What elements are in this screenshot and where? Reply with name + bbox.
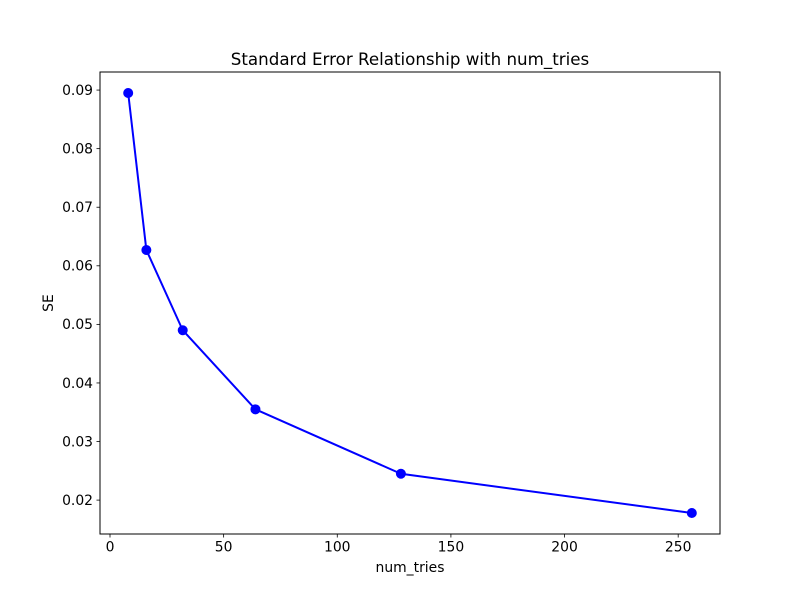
y-tick-label: 0.03 [62,434,93,450]
chart-title: Standard Error Relationship with num_tri… [231,49,589,70]
x-tick-label: 250 [665,540,692,556]
y-tick-label: 0.08 [62,141,93,157]
y-tick-label: 0.05 [62,317,93,333]
x-axis-label: num_tries [376,560,445,576]
x-tick-label: 150 [438,540,465,556]
data-point [177,325,188,336]
y-tick-label: 0.06 [62,259,93,275]
x-tick-label: 100 [324,540,351,556]
data-point [141,244,152,255]
x-tick-label: 0 [106,540,115,556]
x-tick-label: 200 [551,540,578,556]
plot-frame [99,71,721,535]
data-point [395,468,406,479]
data-point [250,404,261,415]
plot-layer: 0 50 100 150 200 250 0.02 0.03 0.04 0.05 0.06 0.07 0… [62,71,721,556]
data-point [123,88,134,98]
x-tick-label: 50 [215,540,233,556]
y-tick-label: 0.02 [62,493,93,509]
data-point [686,508,697,518]
y-tick-label: 0.09 [62,83,93,99]
y-axis-label: SE [41,294,57,312]
y-tick-label: 0.07 [62,200,93,216]
series-line [127,92,692,514]
y-tick-label: 0.04 [62,376,93,392]
